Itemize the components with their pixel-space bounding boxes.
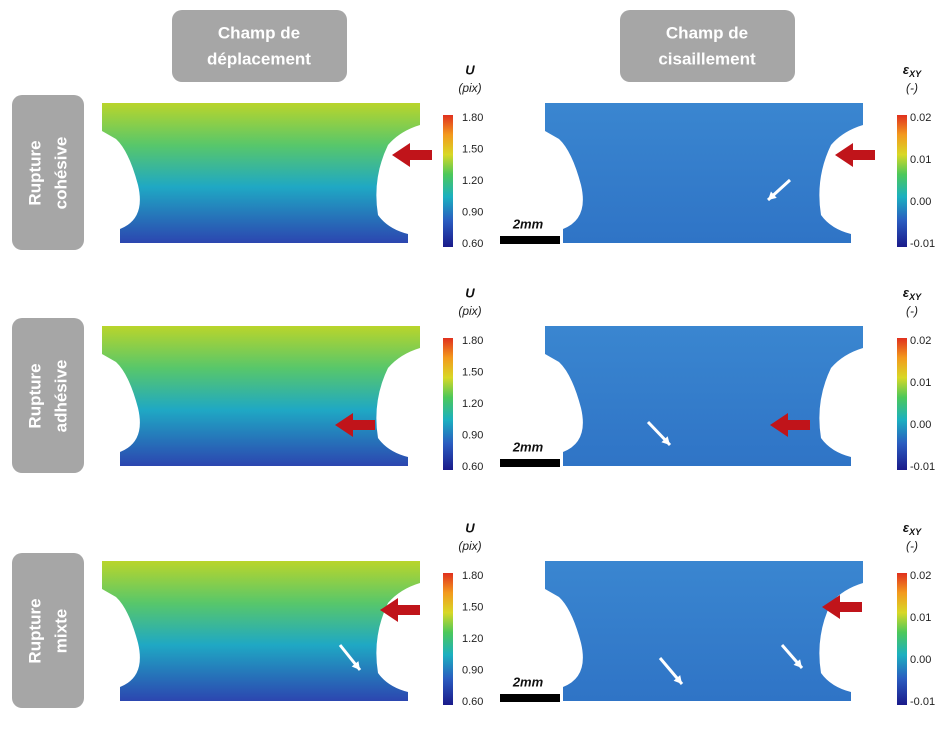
colorbar-symbol: U <box>465 285 475 300</box>
colorbar-tick: 1.80 <box>462 112 483 124</box>
symbol: ε <box>903 285 910 300</box>
symbol-subscript: XY <box>908 69 922 79</box>
colorbar-tick: -0.01 <box>910 238 935 250</box>
colorbar-tick: 0.01 <box>910 154 931 166</box>
scale-bar <box>500 236 560 244</box>
colorbar-tick: -0.01 <box>910 461 935 473</box>
colorbar <box>897 338 907 470</box>
header-text: déplacement <box>207 49 311 68</box>
white-arrow-head <box>768 191 777 200</box>
colorbar-unit: (pix) <box>458 304 481 318</box>
symbol: ε <box>903 520 910 535</box>
colorbar-tick: 0.02 <box>910 112 931 124</box>
colorbar-tick: 1.80 <box>462 570 483 582</box>
colorbar-tick: 1.20 <box>462 175 483 187</box>
row-label-box <box>12 95 84 250</box>
panels: Champ de déplacement Champ de cisaillement R… <box>12 10 935 708</box>
colorbar-unit: (pix) <box>458 81 481 95</box>
row-label-text: mixte <box>51 609 70 653</box>
colorbar-unit: (-) <box>906 539 918 553</box>
colorbar <box>443 338 453 470</box>
red-arrow <box>380 598 420 622</box>
colorbar-tick: 0.01 <box>910 612 931 624</box>
symbol-subscript: XY <box>908 527 922 537</box>
colorbar-tick: 0.01 <box>910 377 931 389</box>
displacement-field <box>102 103 420 243</box>
colorbar <box>897 573 907 705</box>
colorbar-tick: 0.00 <box>910 419 931 431</box>
red-arrow <box>392 143 432 167</box>
row-label-text: Rupture <box>25 140 44 205</box>
colorbar-symbol: εXY <box>903 62 922 79</box>
row-label-box <box>12 318 84 473</box>
colorbar-tick: 0.90 <box>462 664 483 676</box>
colorbar-tick: 1.50 <box>462 601 483 613</box>
colorbar <box>443 115 453 247</box>
colorbar-tick: 0.00 <box>910 654 931 666</box>
colorbar-tick: 1.50 <box>462 143 483 155</box>
row-label-text: Rupture <box>25 598 44 663</box>
colorbar-tick: 0.60 <box>462 696 483 708</box>
colorbar-symbol: U <box>465 520 475 535</box>
colorbar-symbol: U <box>465 62 475 77</box>
colorbar-tick: 1.20 <box>462 398 483 410</box>
red-arrow <box>835 143 875 167</box>
header-text: Champ de <box>666 23 748 42</box>
header-text: Champ de <box>218 23 300 42</box>
colorbar-tick: 0.60 <box>462 461 483 473</box>
colorbar <box>443 573 453 705</box>
white-arrow-head <box>673 675 682 684</box>
symbol-subscript: XY <box>908 292 922 302</box>
colorbar-tick: 1.50 <box>462 366 483 378</box>
colorbar-tick: 1.20 <box>462 633 483 645</box>
colorbar-tick: 0.90 <box>462 206 483 218</box>
scale-bar <box>500 694 560 702</box>
colorbar-unit: (-) <box>906 81 918 95</box>
header-text: cisaillement <box>658 49 756 68</box>
displacement-field <box>102 326 420 466</box>
colorbar-tick: -0.01 <box>910 696 935 708</box>
scale-bar-label: 2mm <box>512 674 544 689</box>
colorbar-tick: 0.90 <box>462 429 483 441</box>
scale-bar-label: 2mm <box>512 216 544 231</box>
colorbar-tick: 0.60 <box>462 238 483 250</box>
row-label-box <box>12 553 84 708</box>
colorbar-symbol: εXY <box>903 285 922 302</box>
colorbar <box>897 115 907 247</box>
symbol: ε <box>903 62 910 77</box>
row-label-text: adhésive <box>51 360 70 433</box>
white-arrow-head <box>351 661 360 670</box>
scale-bar-label: 2mm <box>512 439 544 454</box>
row-label-text: Rupture <box>25 363 44 428</box>
red-arrow <box>335 413 375 437</box>
colorbar-tick: 0.02 <box>910 335 931 347</box>
shear-field <box>545 326 863 466</box>
colorbar-unit: (pix) <box>458 539 481 553</box>
colorbar-tick: 0.00 <box>910 196 931 208</box>
header-box <box>620 10 795 82</box>
red-arrow <box>822 595 862 619</box>
displacement-field <box>102 561 420 701</box>
scale-bar <box>500 459 560 467</box>
colorbar-tick: 1.80 <box>462 335 483 347</box>
white-arrow-head <box>793 659 802 668</box>
colorbar-unit: (-) <box>906 304 918 318</box>
shear-field <box>545 103 863 243</box>
colorbar-symbol: εXY <box>903 520 922 537</box>
white-arrow-head <box>661 436 670 445</box>
shear-field <box>545 561 863 701</box>
colorbar-tick: 0.02 <box>910 570 931 582</box>
header-box <box>172 10 347 82</box>
row-label-text: cohésive <box>51 137 70 210</box>
red-arrow <box>770 413 810 437</box>
